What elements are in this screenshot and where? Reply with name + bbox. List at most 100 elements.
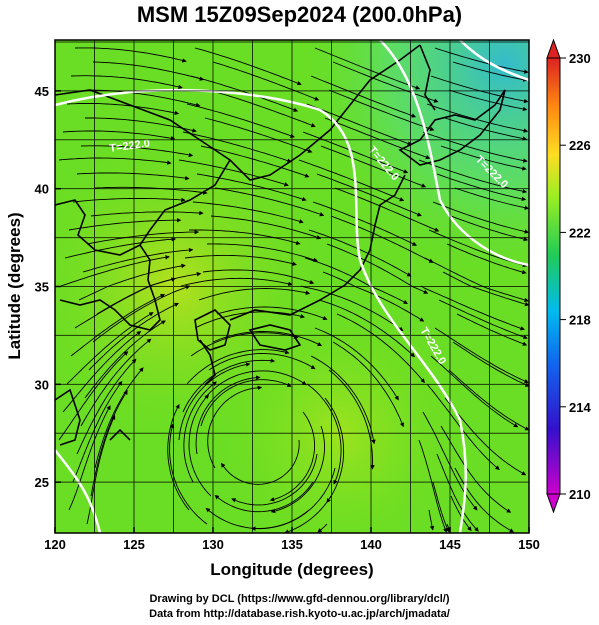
streamline <box>300 285 404 332</box>
streamline <box>190 332 299 357</box>
streamline <box>314 47 421 90</box>
streamline <box>200 145 310 178</box>
colorbar-scale <box>546 57 561 495</box>
streamline <box>270 425 325 514</box>
streamline <box>198 288 311 301</box>
streamline <box>430 355 519 428</box>
y-axis-label: Latitude (degrees) <box>5 212 24 359</box>
streamline <box>74 47 187 63</box>
streamline <box>64 237 177 259</box>
streamline <box>167 403 190 511</box>
streamline <box>76 358 137 455</box>
streamline <box>74 277 176 329</box>
colorbar-tick-label: 226 <box>569 138 591 153</box>
streamline <box>58 351 129 441</box>
streamline <box>336 313 425 384</box>
streamline <box>332 341 405 428</box>
streamline <box>94 186 208 195</box>
streamline <box>66 312 154 385</box>
streamline <box>422 131 528 163</box>
streamline <box>456 313 528 346</box>
streamline <box>316 173 422 217</box>
streamline <box>178 159 289 187</box>
streamline <box>78 263 186 301</box>
streamline <box>318 299 416 358</box>
streamline <box>216 306 328 321</box>
streamline <box>332 61 439 103</box>
streamline <box>212 61 320 101</box>
streamline <box>304 257 408 304</box>
streamline <box>418 159 528 194</box>
streamline <box>204 117 313 153</box>
x-axis: 120 125 130 135 140 145 150 <box>44 527 540 552</box>
streamline <box>214 481 314 513</box>
streamline <box>68 217 182 231</box>
streamline <box>306 383 342 485</box>
streamline <box>220 439 300 485</box>
streamline <box>70 294 166 357</box>
streamline <box>62 130 176 141</box>
streamline <box>205 507 310 529</box>
streamline <box>58 157 172 165</box>
streamline <box>317 523 328 533</box>
streamline <box>62 330 142 413</box>
credit-line-1: Drawing by DCL (https://www.gfd-dennou.o… <box>149 593 450 605</box>
streamline <box>85 117 197 133</box>
colorbar-max-arrow <box>546 38 561 59</box>
streamline <box>418 439 448 533</box>
streamline <box>432 201 529 234</box>
streamline <box>208 89 316 128</box>
streamline <box>269 411 316 502</box>
streamline <box>450 495 472 532</box>
streamline <box>428 509 435 531</box>
streamline <box>310 355 376 445</box>
colorbar-tick-label: 214 <box>569 400 591 415</box>
streamline <box>334 187 440 232</box>
streamline <box>320 145 427 188</box>
streamline <box>86 229 200 245</box>
streamline <box>454 187 529 210</box>
streamline <box>184 254 297 266</box>
streamline <box>432 481 450 533</box>
x-tick-label: 125 <box>123 537 145 552</box>
streamline <box>92 61 205 81</box>
colorbar-tick-label: 218 <box>569 313 591 328</box>
streamline <box>298 159 405 202</box>
streamline <box>192 201 304 224</box>
colorbar: 230 226 222 218 214 210 <box>546 38 591 514</box>
streamline <box>188 394 212 497</box>
streamline <box>66 103 180 116</box>
streamline <box>88 302 180 371</box>
map-title: MSM 15Z09Sep2024 (200.0hPa) <box>136 2 463 27</box>
y-tick-label: 40 <box>35 182 49 197</box>
x-tick-label: 130 <box>202 537 224 552</box>
streamline <box>189 229 301 246</box>
streamline <box>182 131 292 163</box>
streamline <box>183 381 217 483</box>
streamline <box>84 320 166 399</box>
streamline <box>190 75 299 112</box>
streamline <box>310 75 417 118</box>
x-axis-label: Longitude (degrees) <box>210 560 373 579</box>
lat-lon-grid <box>55 40 529 533</box>
y-tick-label: 30 <box>35 377 49 392</box>
streamline <box>80 338 152 427</box>
streamline <box>450 215 529 242</box>
streamline <box>214 187 325 217</box>
streamline <box>442 271 529 307</box>
y-tick-label: 25 <box>35 475 49 490</box>
streamline <box>196 173 307 202</box>
streamline <box>68 405 111 511</box>
streamline <box>440 145 527 171</box>
streamline <box>446 243 527 275</box>
streamline <box>308 229 412 277</box>
streamline <box>202 269 315 285</box>
y-axis: 25 30 35 40 45 <box>35 84 61 490</box>
streamline <box>328 89 435 131</box>
streamline <box>324 117 431 160</box>
contour-label: T=222.0 <box>109 137 151 155</box>
streamline <box>424 257 529 303</box>
streamline <box>186 103 295 138</box>
streamline <box>208 353 316 371</box>
